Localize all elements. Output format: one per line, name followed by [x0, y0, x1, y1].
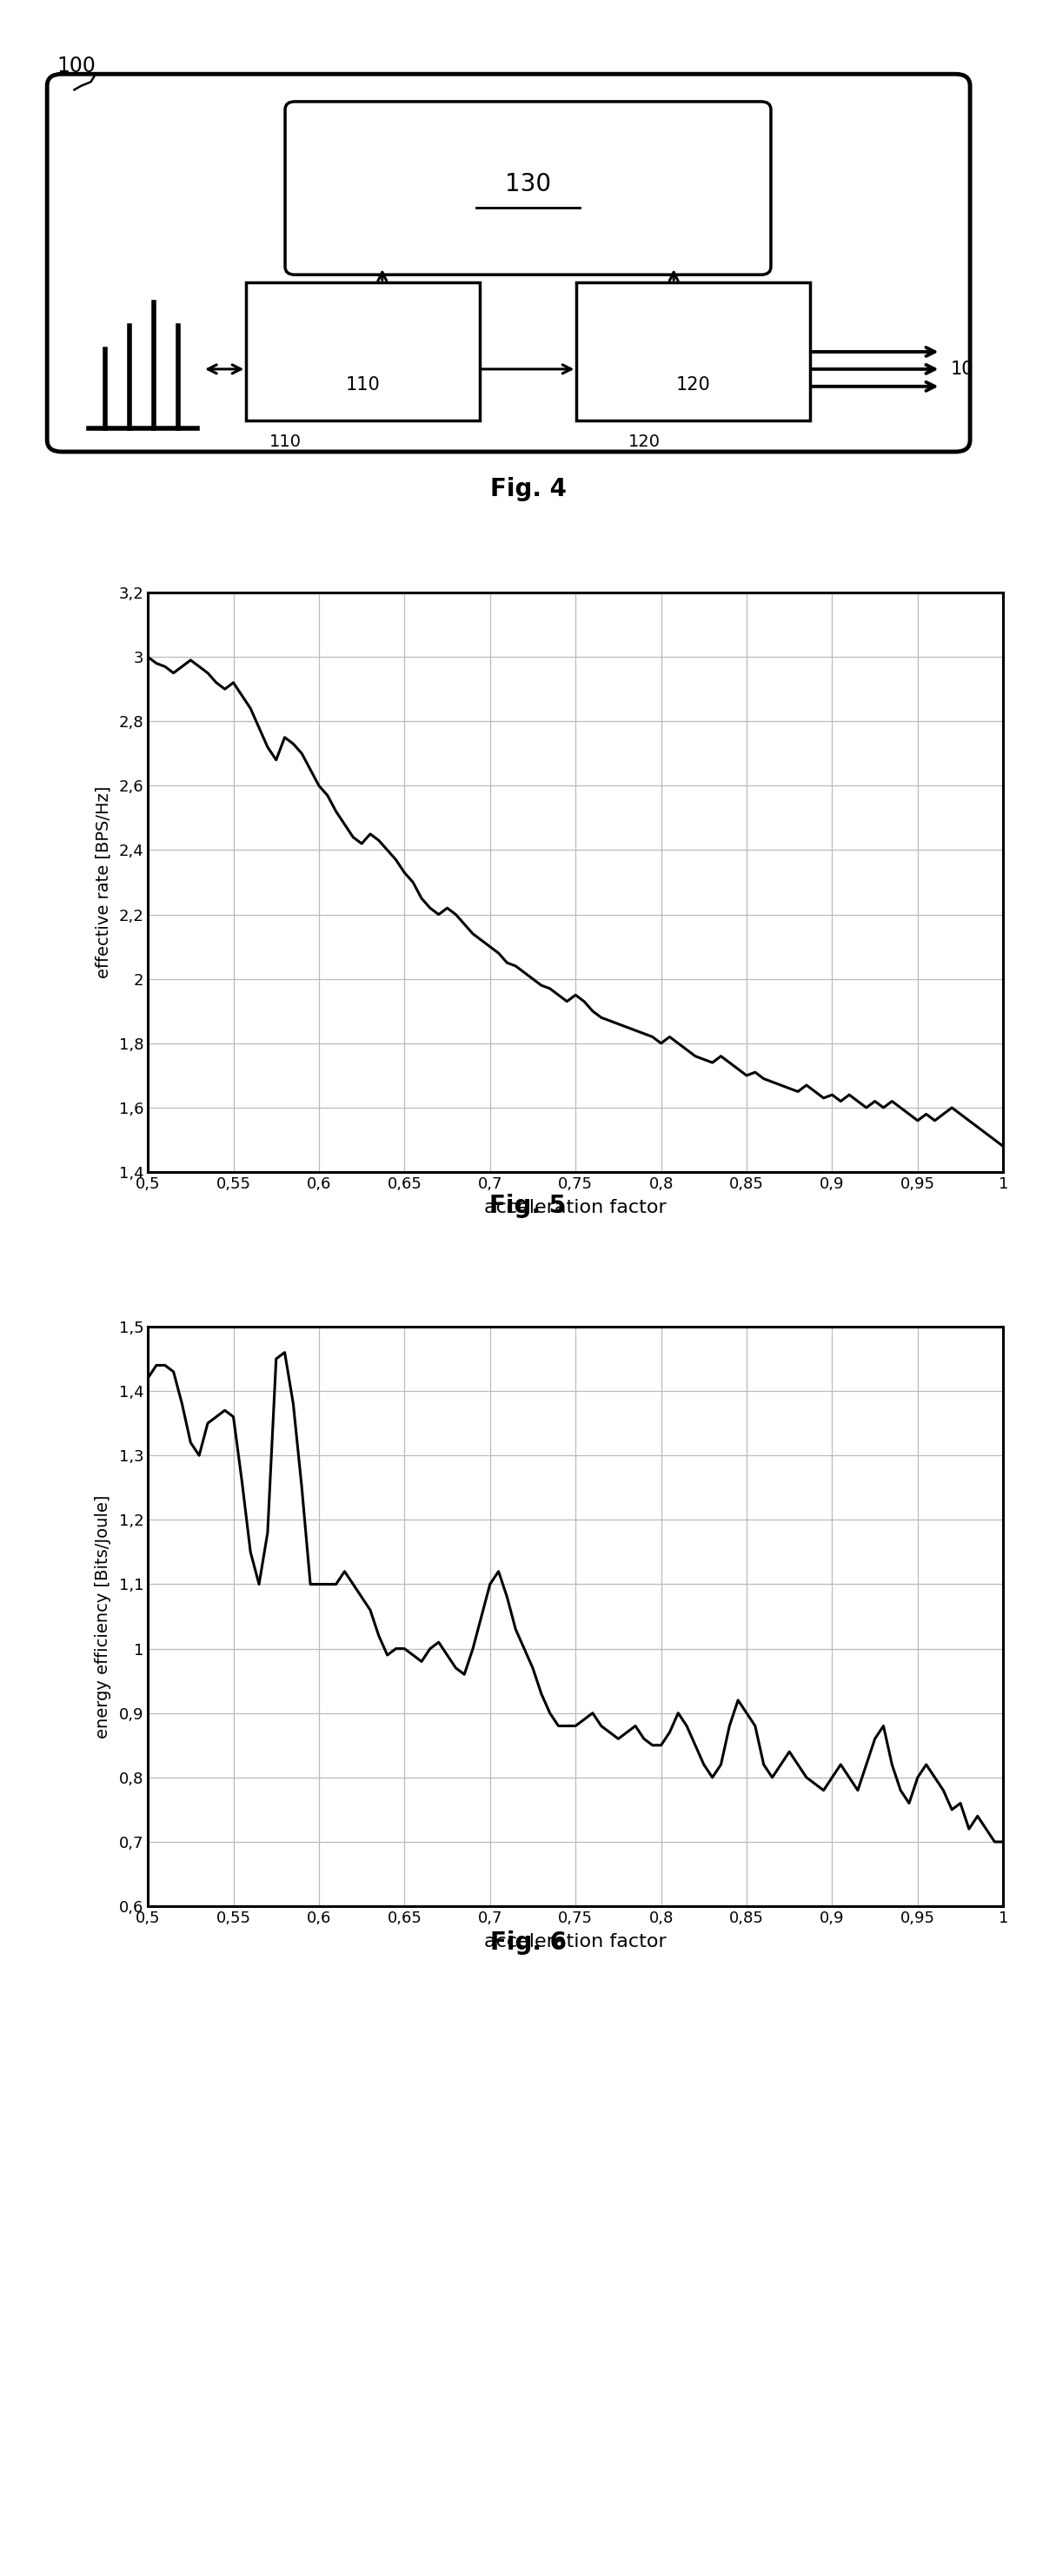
Y-axis label: energy efficiency [Bits/Joule]: energy efficiency [Bits/Joule]: [95, 1494, 112, 1739]
Text: 100: 100: [57, 57, 96, 77]
FancyBboxPatch shape: [246, 283, 479, 420]
X-axis label: acceleration factor: acceleration factor: [485, 1935, 666, 1950]
Text: 120: 120: [628, 433, 661, 451]
Text: 10: 10: [950, 361, 974, 379]
Y-axis label: effective rate [BPS/Hz]: effective rate [BPS/Hz]: [95, 786, 111, 979]
Text: Fig. 5: Fig. 5: [490, 1193, 566, 1218]
FancyBboxPatch shape: [577, 283, 810, 420]
Text: 110: 110: [269, 433, 301, 451]
Text: 130: 130: [505, 173, 551, 196]
Text: Fig. 6: Fig. 6: [490, 1929, 566, 1955]
Text: Fig. 4: Fig. 4: [490, 477, 566, 502]
Text: 120: 120: [676, 376, 711, 394]
FancyBboxPatch shape: [285, 100, 771, 276]
X-axis label: acceleration factor: acceleration factor: [485, 1200, 666, 1216]
Text: 110: 110: [345, 376, 380, 394]
FancyBboxPatch shape: [48, 75, 970, 451]
